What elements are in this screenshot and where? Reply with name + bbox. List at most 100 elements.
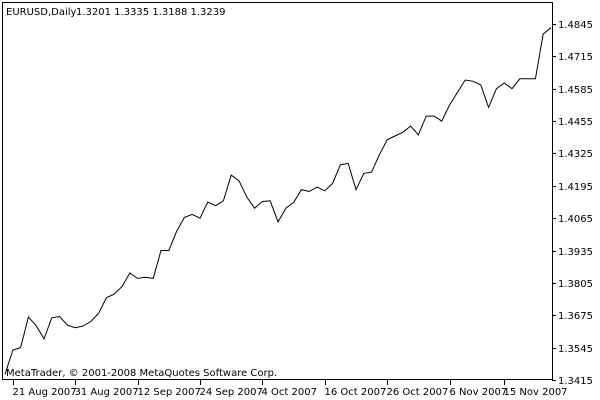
x-tick-label: 26 Oct 2007 [387,387,449,398]
x-tick-label: 15 Nov 2007 [504,387,568,398]
data-point [527,78,528,79]
data-point [254,208,255,209]
plot-area [4,27,552,375]
data-point [543,33,544,34]
y-tick-label: 1.4585 [558,85,593,96]
data-point [340,164,341,165]
data-point [519,78,520,79]
data-point [472,81,473,82]
data-point [418,134,419,135]
data-point [67,325,68,326]
data-point [90,321,91,322]
data-point [75,327,76,328]
data-point [449,104,450,105]
y-tick-label: 1.4065 [558,214,593,225]
data-point [348,163,349,164]
y-tick-label: 1.3545 [558,344,593,355]
y-tick-label: 1.4195 [558,182,593,193]
data-point [496,88,497,89]
data-point [387,139,388,140]
data-point [176,231,177,232]
y-tick-label: 1.3415 [558,376,593,387]
y-tick-label: 1.3805 [558,279,593,290]
data-point [82,325,83,326]
data-point [488,107,489,108]
data-point [121,286,122,287]
data-point [394,135,395,136]
x-tick-label: 21 Aug 2007 [13,387,77,398]
data-point [98,313,99,314]
plot-area-border [2,2,553,380]
data-point [309,191,310,192]
data-point [441,121,442,122]
x-tick-label: 4 Oct 2007 [262,387,317,398]
data-point [43,338,44,339]
data-point [129,272,130,273]
x-tick-label: 6 Nov 2007 [450,387,508,398]
data-point [168,250,169,251]
x-tick-label: 12 Sep 2007 [138,387,201,398]
y-tick-label: 1.4325 [558,149,593,160]
data-point [511,88,512,89]
y-tick-label: 1.4715 [558,52,593,63]
data-point [504,82,505,83]
x-tick-label: 24 Sep 2007 [200,387,263,398]
ohlc-readout: 1.3201 1.3335 1.3188 1.3239 [76,7,226,18]
data-point [145,277,146,278]
data-point [238,180,239,181]
data-point [160,250,161,251]
data-point [285,208,286,209]
data-point [192,214,193,215]
x-tick-label: 31 Aug 2007 [75,387,139,398]
data-point [433,116,434,117]
data-point [199,218,200,219]
data-point [215,205,216,206]
data-point [535,78,536,79]
data-point [301,189,302,190]
data-point [12,350,13,351]
data-point [246,196,247,197]
x-tick-label: 16 Oct 2007 [325,387,387,398]
data-point [114,294,115,295]
data-point [465,79,466,80]
data-point [293,202,294,203]
y-tick-label: 1.4455 [558,117,593,128]
y-tick-label: 1.4845 [558,20,593,31]
data-point [379,154,380,155]
data-point [231,175,232,176]
data-point [184,217,185,218]
data-point [51,317,52,318]
data-point [270,200,271,201]
y-tick-label: 1.3675 [558,311,593,322]
data-point [480,84,481,85]
data-point [316,187,317,188]
price-line [4,27,552,375]
data-point [355,189,356,190]
data-point [36,325,37,326]
data-point [106,297,107,298]
data-point [137,278,138,279]
data-point [410,126,411,127]
data-point [550,27,551,28]
data-point [153,278,154,279]
data-point [28,316,29,317]
y-axis: 1.4845 1.4715 1.4585 1.4455 1.4325 1.4195 1.40… [552,20,593,387]
data-point [363,173,364,174]
data-point [277,221,278,222]
data-point [402,132,403,133]
data-point [457,92,458,93]
data-point [426,116,427,117]
data-point [207,201,208,202]
data-point [332,183,333,184]
data-point [262,201,263,202]
data-point [371,172,372,173]
watermark-text: MetaTrader, © 2001-2008 MetaQuotes Softw… [6,368,277,379]
y-tick-label: 1.3935 [558,247,593,258]
symbol-title: EURUSD,Daily [6,7,77,18]
data-point [223,200,224,201]
data-point [59,316,60,317]
data-point [324,190,325,191]
